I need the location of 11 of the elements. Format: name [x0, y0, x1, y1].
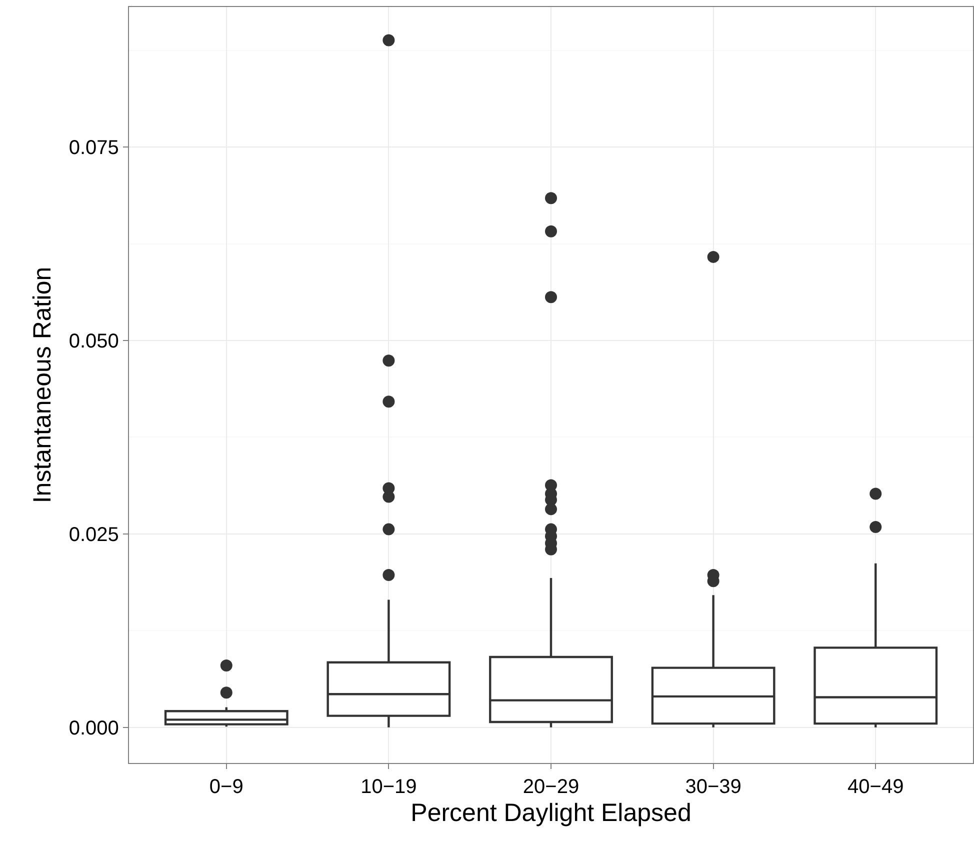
x-tick-label: 10−19: [360, 776, 417, 798]
y-tick-label: 0.025: [68, 524, 119, 546]
x-tick-label: 30−39: [685, 776, 742, 798]
x-tick-label: 0−9: [209, 776, 244, 798]
y-tick-label: 0.075: [68, 137, 119, 160]
y-tick-label: 0.000: [68, 717, 119, 740]
x-tick-label: 40−49: [848, 776, 904, 798]
x-axis-title: Percent Daylight Elapsed: [410, 799, 692, 828]
y-axis-title: Instantaneous Ration: [28, 266, 57, 504]
y-tick-label: 0.050: [68, 330, 119, 353]
x-tick-label: 20−29: [522, 776, 580, 798]
